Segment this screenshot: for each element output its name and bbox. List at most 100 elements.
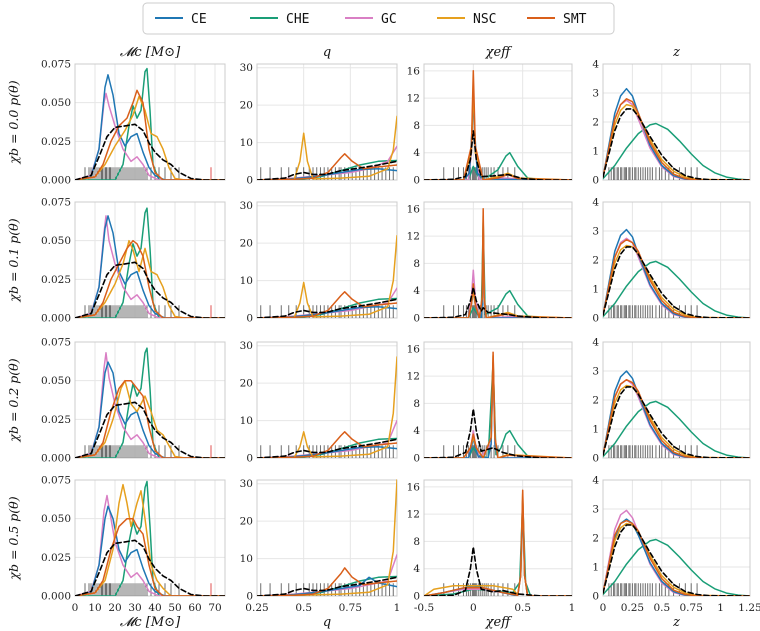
y-tick-label: 0.025 — [41, 414, 71, 426]
series-che-line — [603, 400, 750, 458]
legend: CE CHE GC NSC SMT — [142, 2, 615, 35]
series-overall-line — [424, 286, 572, 318]
panel-r3-c0: 0.000 0.025 0.050 0.075 0 10 20 30 40 50 60 70 𝓜c [M… — [41, 475, 226, 630]
y-tick-label: 10 — [240, 553, 253, 565]
series-che-line — [603, 122, 750, 180]
panel-r1-c0: 0.000 0.025 0.050 0.075 — [41, 197, 226, 325]
column-title-0: 𝓜c [M⊙] — [120, 45, 181, 60]
x-tick-label: 60 — [188, 602, 201, 614]
panel-frame — [423, 201, 573, 319]
series-overall-line — [257, 576, 397, 596]
series-che-line — [75, 480, 225, 596]
series-gc-line — [424, 228, 572, 318]
y-tick-label: 4 — [413, 563, 420, 575]
y-tick-label: 0.025 — [41, 274, 71, 286]
panel-frame — [602, 201, 751, 319]
y-tick-label: 3 — [592, 504, 599, 516]
series-che-line — [603, 538, 750, 596]
y-tick-label: 30 — [240, 200, 253, 212]
panel-r3-c1: 0 10 20 30 0.25 0.5 0.75 1 q — [240, 478, 401, 630]
y-tick-label: 2 — [592, 255, 599, 267]
x-tick-label: 0 — [470, 602, 477, 614]
y-tick-label: 20 — [240, 516, 253, 528]
x-tick-label: 1 — [717, 602, 724, 614]
y-tick-label: 20 — [240, 378, 253, 390]
panel-r2-c0: 0.000 0.025 0.050 0.075 — [41, 337, 226, 465]
panel-r3-c3: 0 1 2 3 4 0 0.25 0.5 0.75 1 1.25 z — [592, 475, 760, 631]
series-smt-line — [603, 378, 750, 458]
x-tick-label: 40 — [148, 602, 161, 614]
series-nsc-line — [257, 115, 397, 180]
y-tick-label: 0 — [413, 591, 420, 603]
series-che-line — [257, 297, 397, 318]
series-smt-line — [424, 489, 572, 596]
y-tick-label: 0.050 — [41, 97, 71, 109]
y-tick-label: 16 — [407, 481, 421, 493]
series-gc-line — [424, 90, 572, 180]
legend-label-che: CHE — [286, 12, 309, 27]
series-smt-line — [257, 291, 397, 318]
series-overall-line — [603, 246, 750, 318]
y-tick-label: 0.025 — [41, 136, 71, 148]
y-tick-label: 12 — [407, 93, 420, 105]
series-overall-line — [424, 546, 572, 596]
x-tick-label: 70 — [208, 602, 221, 614]
series-smt-line — [75, 517, 225, 596]
y-tick-label: 3 — [592, 226, 599, 238]
x-tick-label: 0.5 — [514, 602, 531, 614]
series-nsc-line — [75, 379, 225, 458]
series-nsc-line — [257, 356, 397, 458]
y-tick-label: 0 — [246, 313, 253, 325]
y-tick-label: 8 — [413, 398, 420, 410]
series-nsc-line — [257, 234, 397, 318]
series-smt-line — [603, 98, 750, 180]
x-tick-label: 30 — [128, 602, 141, 614]
y-tick-label: 2 — [592, 395, 599, 407]
panel-r2-c3: 0 1 2 3 4 — [592, 337, 751, 465]
x-tick-label: 0 — [72, 602, 79, 614]
x-tick-label: 0.5 — [295, 602, 312, 614]
y-tick-label: 10 — [240, 275, 253, 287]
series-overall-line — [603, 386, 750, 458]
series-nsc-line — [75, 483, 225, 596]
y-tick-label: 4 — [592, 59, 599, 71]
series-che-line — [75, 207, 225, 318]
series-ce-line — [424, 228, 572, 318]
legend-label-ce: CE — [191, 12, 207, 27]
x-tick-label: 0.5 — [653, 602, 670, 614]
y-tick-label: 0 — [413, 313, 420, 325]
y-tick-label: 0 — [592, 453, 599, 465]
y-tick-label: 16 — [407, 343, 421, 355]
x-tick-label: 10 — [88, 602, 101, 614]
panel-frame — [74, 63, 226, 181]
series-ce-line — [424, 90, 572, 180]
series-ce-line — [257, 576, 397, 596]
y-tick-label: 12 — [407, 371, 420, 383]
y-tick-label: 2 — [592, 117, 599, 129]
series-gc-line — [424, 368, 572, 458]
y-tick-label: 30 — [240, 478, 253, 490]
series-overall-line — [424, 408, 572, 458]
series-overall-line — [603, 524, 750, 596]
row-label-1: χb = 0.1 p(θ) — [6, 218, 21, 302]
series-smt-line — [75, 379, 225, 458]
row-label-0: χb = 0.0 p(θ) — [6, 80, 21, 164]
y-tick-label: 0.000 — [41, 591, 71, 603]
y-tick-label: 4 — [592, 475, 599, 487]
x-axis-label-3: z — [672, 615, 680, 630]
series-ce-line — [75, 505, 225, 596]
panel-frame — [74, 479, 226, 597]
panel-frame — [74, 201, 226, 319]
y-tick-label: 0.050 — [41, 513, 71, 525]
y-tick-label: 4 — [592, 337, 599, 349]
series-ce-line — [75, 361, 225, 458]
panel-frame — [423, 341, 573, 459]
panel-frame — [423, 479, 573, 597]
series-smt-line — [75, 89, 225, 180]
y-tick-label: 12 — [407, 231, 420, 243]
panel-r1-c1: 0 10 20 30 — [240, 200, 398, 325]
series-che-line — [257, 575, 397, 596]
series-overall-line — [424, 130, 572, 180]
